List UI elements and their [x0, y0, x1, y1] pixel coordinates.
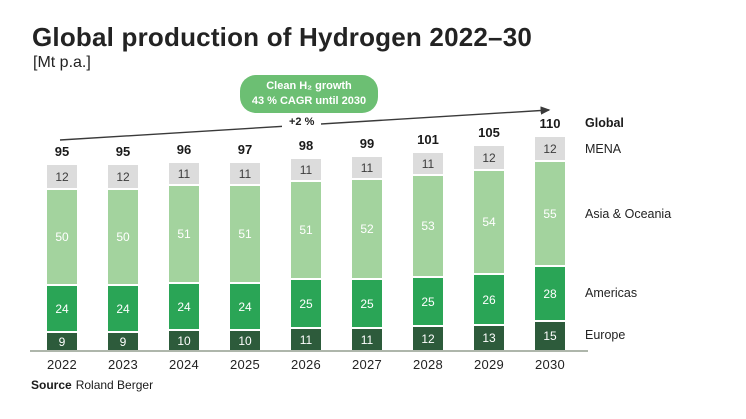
segment-asia-oceania-2030: 55	[535, 162, 565, 265]
bar-2025: 97 11 51 24 10	[229, 142, 261, 350]
segment-europe-2022: 9	[47, 333, 77, 350]
segment-europe-2027: 11	[352, 329, 382, 350]
source-label: Source	[31, 378, 72, 392]
badge-line-2: 43 % CAGR until 2030	[251, 94, 367, 107]
segment-asia-oceania-2027: 52	[352, 180, 382, 278]
bars-area: 95 12 50 24 9 95 12 50 24 9 96 11 51 24 10 97 11 51 24 10 98…	[46, 100, 566, 350]
segment-americas-2026: 25	[291, 280, 321, 327]
segment-mena-2026: 11	[291, 159, 321, 180]
segment-mena-2027: 11	[352, 157, 382, 178]
segment-europe-2029: 13	[474, 326, 504, 350]
x-label-2027: 2027	[351, 357, 383, 372]
segment-americas-2030: 28	[535, 267, 565, 320]
segment-mena-2023: 12	[108, 165, 138, 188]
bar-2026: 98 11 51 25 11	[290, 138, 322, 350]
segment-asia-oceania-2028: 53	[413, 176, 443, 276]
segment-asia-oceania-2026: 51	[291, 182, 321, 278]
segment-asia-oceania-2023: 50	[108, 190, 138, 284]
growth-rate-label: +2 %	[282, 114, 322, 130]
legend-mena: MENA	[585, 142, 622, 156]
unit-label: [Mt p.a.]	[33, 54, 91, 71]
total-label-2022: 95	[54, 144, 70, 159]
segment-asia-oceania-2029: 54	[474, 171, 504, 273]
total-label-2026: 98	[298, 138, 314, 153]
segment-europe-2023: 9	[108, 333, 138, 350]
x-axis-baseline	[30, 350, 588, 352]
bar-2022: 95 12 50 24 9	[46, 144, 78, 350]
badge-line-1: Clean H₂ growth	[266, 80, 352, 92]
x-label-2022: 2022	[46, 357, 78, 372]
legend-asia-oceania: Asia & Oceania	[585, 207, 672, 221]
x-label-2024: 2024	[168, 357, 200, 372]
x-axis-labels: 2022 2023 2024 2025 2026 2027 2028 2029 2030	[46, 357, 566, 372]
bar-2029: 105 12 54 26 13	[473, 125, 505, 350]
segment-americas-2029: 26	[474, 275, 504, 324]
bar-2023: 95 12 50 24 9	[107, 144, 139, 350]
segment-mena-2022: 12	[47, 165, 77, 188]
segment-americas-2027: 25	[352, 280, 382, 327]
page-title: Global production of Hydrogen 2022–30	[32, 22, 533, 52]
segment-americas-2023: 24	[108, 286, 138, 331]
x-label-2029: 2029	[473, 357, 505, 372]
total-label-2030: 110	[539, 116, 561, 131]
total-label-2027: 99	[359, 136, 375, 151]
x-label-2028: 2028	[412, 357, 444, 372]
total-label-2028: 101	[417, 132, 439, 147]
x-label-2030: 2030	[534, 357, 566, 372]
segment-americas-2022: 24	[47, 286, 77, 331]
bar-2028: 101 11 53 25 12	[412, 132, 444, 350]
segment-mena-2029: 12	[474, 146, 504, 169]
segment-europe-2026: 11	[291, 329, 321, 350]
source-text: Roland Berger	[75, 378, 154, 392]
segment-americas-2028: 25	[413, 278, 443, 325]
segment-mena-2030: 12	[535, 137, 565, 160]
segment-mena-2024: 11	[169, 163, 199, 184]
segment-mena-2025: 11	[230, 163, 260, 184]
segment-europe-2028: 12	[413, 327, 443, 350]
x-label-2023: 2023	[107, 357, 139, 372]
legend-global: Global	[585, 116, 624, 130]
total-label-2029: 105	[478, 125, 500, 140]
bar-2024: 96 11 51 24 10	[168, 142, 200, 350]
segment-europe-2030: 15	[535, 322, 565, 350]
segment-asia-oceania-2022: 50	[47, 190, 77, 284]
segment-americas-2025: 24	[230, 284, 260, 329]
x-label-2026: 2026	[290, 357, 322, 372]
source-line: Source Roland Berger	[31, 378, 153, 392]
total-label-2025: 97	[237, 142, 253, 157]
legend-europe: Europe	[585, 328, 626, 342]
x-label-2025: 2025	[229, 357, 261, 372]
total-label-2023: 95	[115, 144, 131, 159]
cagr-badge: Clean H₂ growth 43 % CAGR until 2030	[240, 75, 378, 113]
segment-mena-2028: 11	[413, 153, 443, 174]
segment-americas-2024: 24	[169, 284, 199, 329]
legend-americas: Americas	[585, 286, 638, 300]
bar-2027: 99 11 52 25 11	[351, 136, 383, 350]
segment-asia-oceania-2025: 51	[230, 186, 260, 282]
segment-europe-2025: 10	[230, 331, 260, 350]
segment-asia-oceania-2024: 51	[169, 186, 199, 282]
segment-europe-2024: 10	[169, 331, 199, 350]
total-label-2024: 96	[176, 142, 192, 157]
bar-2030: 110 12 55 28 15	[534, 116, 566, 350]
